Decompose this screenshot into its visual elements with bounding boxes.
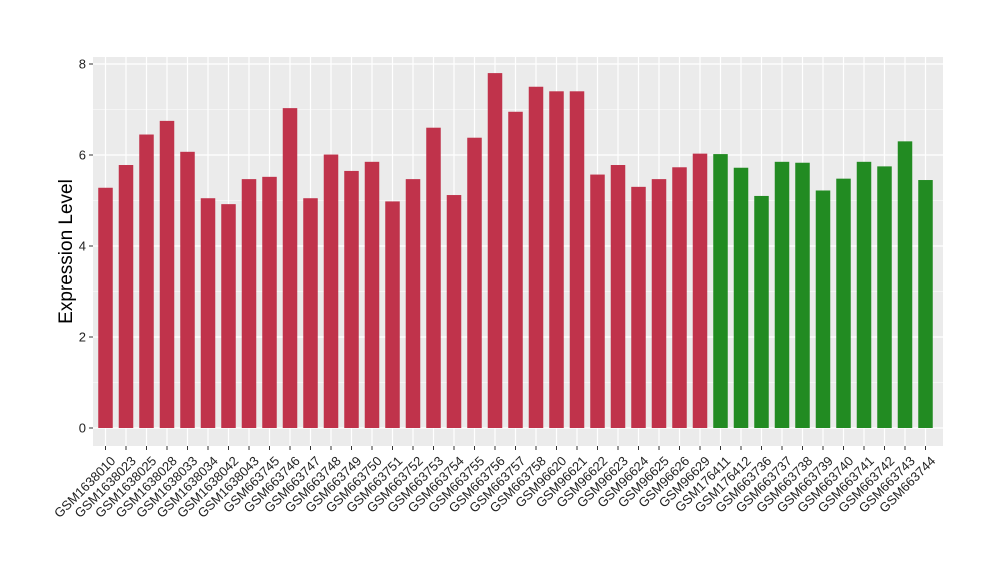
bar-GSM1638043: [241, 179, 257, 428]
bar-GSM663754: [446, 195, 462, 428]
bar-GSM663740: [836, 178, 851, 428]
bar-series: [98, 73, 933, 429]
y-tick-label: 6: [79, 148, 86, 163]
y-axis-title: Expression Level: [56, 179, 77, 324]
bar-GSM663758: [528, 86, 544, 428]
bar-GSM96624: [631, 186, 646, 428]
x-axis: GSM1638010GSM1638023GSM1638025GSM1638028…: [51, 446, 938, 521]
bar-GSM663744: [918, 180, 933, 428]
bar-GSM663745: [262, 176, 277, 428]
bar-GSM663737: [774, 161, 790, 428]
bar-GSM96626: [672, 167, 687, 428]
bar-GSM1638042: [221, 204, 236, 428]
bar-GSM663750: [364, 161, 380, 428]
bar-GSM96622: [590, 174, 605, 428]
bar-GSM663738: [795, 162, 810, 429]
bar-GSM1638028: [159, 120, 175, 429]
bar-GSM1638025: [139, 134, 154, 428]
bar-GSM663742: [877, 166, 892, 429]
y-axis: 0 2 4 6 8: [79, 57, 93, 436]
bar-GSM1638033: [180, 151, 195, 428]
bar-GSM663755: [467, 137, 482, 428]
bar-GSM663752: [405, 179, 421, 428]
bar-GSM663748: [323, 154, 339, 429]
y-tick-label: 0: [79, 421, 86, 436]
y-tick-label: 8: [79, 57, 86, 72]
y-tick-label: 4: [79, 239, 86, 254]
bar-GSM1638010: [98, 187, 113, 428]
bar-GSM663751: [385, 201, 400, 428]
bar-GSM663739: [815, 190, 831, 428]
bar-GSM176412: [733, 167, 749, 429]
bar-GSM663743: [897, 141, 913, 428]
bar-GSM1638034: [200, 198, 216, 428]
bar-GSM663756: [487, 73, 503, 428]
bar-GSM663746: [282, 108, 298, 428]
bar-GSM96625: [651, 179, 667, 428]
bar-GSM663736: [754, 195, 769, 428]
bar-GSM96629: [692, 153, 708, 428]
bar-GSM96620: [549, 91, 564, 429]
bar-GSM1638023: [118, 165, 134, 428]
bar-GSM663753: [426, 127, 441, 428]
bar-GSM663749: [344, 170, 359, 428]
bar-GSM96623: [610, 165, 626, 428]
bar-GSM663747: [303, 198, 318, 428]
bar-GSM96621: [569, 91, 585, 429]
bar-GSM176411: [713, 154, 728, 428]
bar-GSM663757: [508, 111, 523, 429]
y-tick-label: 2: [79, 330, 86, 345]
bar-GSM663741: [856, 161, 872, 428]
